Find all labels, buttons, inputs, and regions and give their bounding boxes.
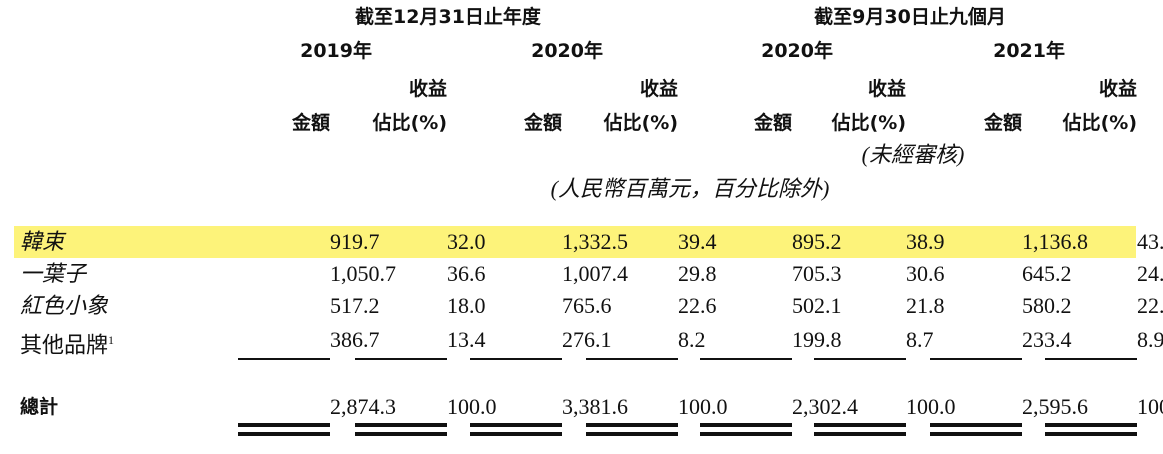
rule — [1045, 423, 1137, 427]
cell: 705.3 — [792, 261, 842, 286]
cell: 580.2 — [1022, 293, 1072, 318]
cell: 8.2 — [678, 327, 706, 352]
cell: 645.2 — [1022, 261, 1072, 286]
rule — [470, 358, 562, 360]
row-label: 其他品牌1 — [20, 332, 115, 358]
cell: 919.7 — [330, 229, 380, 254]
total-cell: 100.0 — [678, 394, 728, 419]
share-header: 佔比(%) — [1062, 112, 1137, 134]
cell: 1,050.7 — [330, 261, 396, 286]
rule — [238, 423, 330, 427]
cell: 276.1 — [562, 327, 612, 352]
total-cell: 2,302.4 — [792, 394, 858, 419]
cell: 24.9 — [1137, 261, 1163, 286]
cell: 199.8 — [792, 327, 842, 352]
rule — [355, 423, 447, 427]
rule — [1045, 432, 1137, 436]
cell: 233.4 — [1022, 327, 1072, 352]
cell: 36.6 — [447, 261, 486, 286]
cell: 22.6 — [678, 293, 717, 318]
rule — [355, 432, 447, 436]
revenue-header: 收益 — [408, 78, 447, 100]
amount-header: 金額 — [523, 112, 562, 134]
rule — [700, 432, 792, 436]
rule — [814, 423, 906, 427]
row-label: 紅色小象 — [20, 293, 109, 318]
total-cell: 100.0 — [906, 394, 956, 419]
cell: 765.6 — [562, 293, 612, 318]
unaudited-note: (未經審核) — [861, 142, 965, 167]
year-header: 2019年 — [300, 40, 372, 62]
amount-header: 金額 — [753, 112, 792, 134]
amount-header: 金額 — [291, 112, 330, 134]
rule — [930, 423, 1022, 427]
share-header: 佔比(%) — [603, 112, 678, 134]
share-header: 佔比(%) — [372, 112, 447, 134]
row-label: 韓束 — [20, 229, 65, 254]
cell: 13.4 — [447, 327, 486, 352]
cell: 43.8 — [1137, 229, 1163, 254]
year-header: 2020年 — [531, 40, 603, 62]
rule — [586, 423, 678, 427]
row-label: 一葉子 — [20, 261, 87, 286]
cell: 8.7 — [906, 327, 934, 352]
total-cell: 100.0 — [1137, 394, 1163, 419]
total-cell: 2,874.3 — [330, 394, 396, 419]
revenue-header: 收益 — [867, 78, 906, 100]
cell: 517.2 — [330, 293, 380, 318]
rule — [586, 358, 678, 360]
period-header: 截至9月30日止九個月 — [814, 6, 1006, 28]
cell: 30.6 — [906, 261, 945, 286]
rule — [814, 432, 906, 436]
period-header: 截至12月31日止年度 — [355, 6, 541, 28]
rule — [700, 358, 792, 360]
rule — [470, 423, 562, 427]
total-label: 總計 — [20, 396, 59, 418]
rule — [470, 432, 562, 436]
cell: 502.1 — [792, 293, 842, 318]
cell: 8.9 — [1137, 327, 1163, 352]
total-cell: 2,595.6 — [1022, 394, 1088, 419]
cell: 895.2 — [792, 229, 842, 254]
cell: 39.4 — [678, 229, 717, 254]
unit-note: (人民幣百萬元，百分比除外) — [550, 176, 830, 201]
total-cell: 100.0 — [447, 394, 497, 419]
footnote-mark: 1 — [108, 333, 115, 347]
rule — [930, 432, 1022, 436]
cell: 38.9 — [906, 229, 945, 254]
cell: 29.8 — [678, 261, 717, 286]
cell: 22.4 — [1137, 293, 1163, 318]
rule — [355, 358, 447, 360]
rule — [814, 358, 906, 360]
share-header: 佔比(%) — [831, 112, 906, 134]
cell: 32.0 — [447, 229, 486, 254]
rule — [700, 423, 792, 427]
rule — [238, 432, 330, 436]
cell: 18.0 — [447, 293, 486, 318]
year-header: 2021年 — [993, 40, 1065, 62]
highlight — [14, 226, 1136, 258]
total-cell: 3,381.6 — [562, 394, 628, 419]
rule — [1045, 358, 1137, 360]
amount-header: 金額 — [983, 112, 1022, 134]
revenue-header: 收益 — [639, 78, 678, 100]
year-header: 2020年 — [761, 40, 833, 62]
rule — [930, 358, 1022, 360]
cell: 1,332.5 — [562, 229, 628, 254]
rule — [238, 358, 330, 360]
cell: 1,136.8 — [1022, 229, 1088, 254]
cell: 386.7 — [330, 327, 380, 352]
cell: 21.8 — [906, 293, 945, 318]
rule — [586, 432, 678, 436]
revenue-header: 收益 — [1098, 78, 1137, 100]
cell: 1,007.4 — [562, 261, 628, 286]
